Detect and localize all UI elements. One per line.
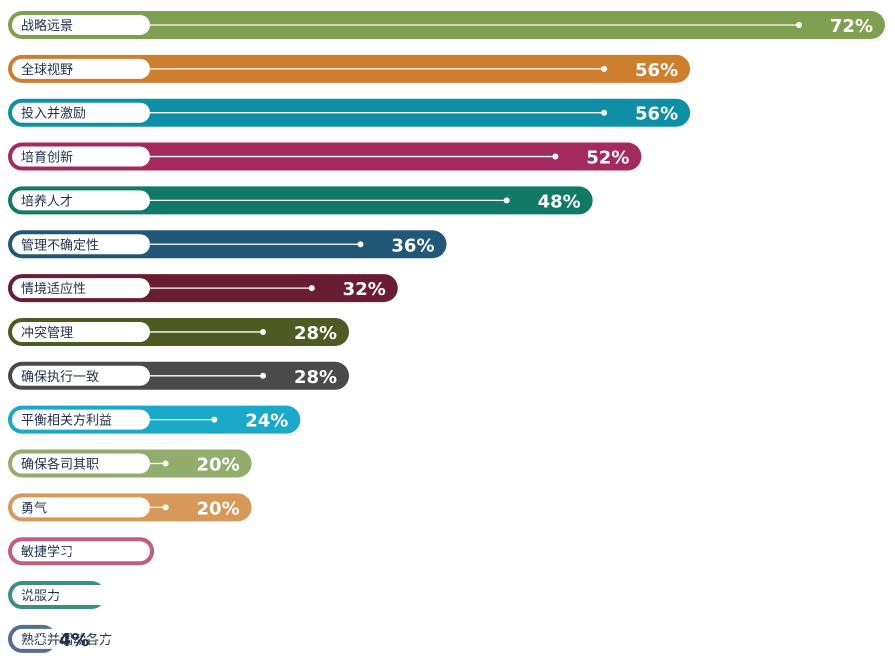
category-label: 确保执行一致 (21, 370, 99, 385)
bar-row-6: 管理不确定性 36% (8, 230, 447, 259)
category-label: 投入并激励 (21, 106, 86, 122)
category-pill (12, 146, 150, 167)
leader-dot (37, 635, 44, 642)
category-label: 培育创新 (21, 150, 73, 166)
bar-row-9: 确保执行一致 28% (8, 361, 350, 390)
bar-row-13: 敏捷学习 12% (8, 537, 155, 566)
category-label: 敏捷学习 (21, 544, 73, 560)
value-label: 32% (343, 279, 386, 300)
category-label: 说服力 (21, 589, 60, 604)
value-label: 72% (830, 16, 873, 37)
bar-row-3: 投入并激励 56% (8, 98, 691, 127)
category-label: 情境适应性 (21, 281, 86, 297)
value-label: 48% (538, 191, 581, 212)
category-label: 勇气 (21, 500, 47, 516)
category-pill (12, 409, 150, 430)
leader-dot (162, 460, 169, 467)
category-label: 管理不确定性 (21, 238, 99, 253)
bar-row-5: 培养人才 48% (8, 186, 593, 215)
bar-row-4: 培育创新 52% (8, 142, 642, 171)
category-pill (12, 365, 150, 386)
category-label: 冲突管理 (21, 325, 73, 341)
category-label: 全球视野 (21, 62, 73, 78)
value-label: 4% (59, 630, 90, 651)
category-pill (12, 234, 150, 255)
value-label: 20% (197, 498, 240, 519)
leader-dot (552, 153, 559, 160)
category-pill (12, 497, 150, 518)
leader-dot (503, 197, 510, 204)
leader-dot (260, 372, 267, 379)
value-label: 28% (294, 323, 337, 344)
category-pill (12, 15, 150, 35)
category-label: 战略远景 (21, 18, 73, 34)
category-label: 熟悉并调动各方 (21, 632, 112, 648)
category-label: 确保各司其职 (21, 457, 99, 473)
leader-dot (601, 109, 608, 116)
value-label: 52% (586, 148, 629, 169)
category-label: 培养人才 (21, 193, 73, 209)
value-label: 20% (197, 455, 240, 476)
bar-row-7: 情境适应性 32% (8, 274, 398, 303)
bar-row-11: 确保各司其职 20% (8, 449, 252, 478)
bar-row-8: 冲突管理 28% (8, 317, 350, 346)
category-pill (12, 102, 150, 123)
category-pill (12, 278, 150, 299)
category-pill (12, 190, 150, 211)
leader-dot (796, 22, 802, 28)
leader-dot (211, 416, 218, 423)
leader-dot (65, 548, 72, 555)
leader-dot (16, 592, 23, 599)
value-label: 36% (391, 235, 434, 256)
category-pill (12, 321, 150, 342)
leader-dot (308, 285, 315, 292)
value-label: 28% (294, 367, 337, 388)
leader-dot (260, 328, 267, 335)
value-label: 8% (63, 586, 94, 607)
value-label: 24% (245, 411, 288, 432)
leader-dot (601, 65, 608, 72)
bar-row-10: 平衡相关方利益 24% (8, 405, 301, 434)
category-label: 平衡相关方利益 (21, 413, 112, 429)
value-label: 12% (99, 542, 142, 563)
value-label: 56% (635, 60, 678, 81)
leader-dot (162, 504, 169, 511)
category-pill (12, 58, 150, 79)
bar-row-12: 勇气 20% (8, 493, 252, 522)
leader-dot (357, 241, 364, 248)
bar-row-2: 全球视野 56% (8, 54, 691, 83)
bar-row-1: 战略远景 72% (8, 11, 885, 39)
value-label: 56% (635, 104, 678, 125)
bar-row-14: 说服力 8% (8, 581, 150, 610)
category-pill (12, 453, 150, 474)
